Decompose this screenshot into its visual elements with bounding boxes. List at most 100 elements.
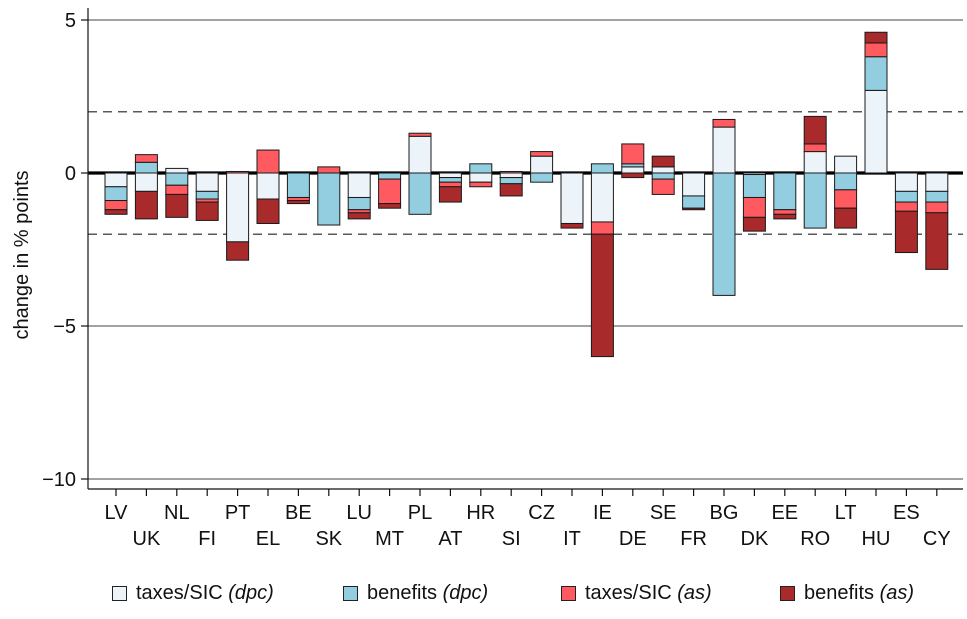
bar [317,166,341,174]
x-tick-label: LU [346,502,372,524]
bar [651,178,675,195]
bar [621,166,645,174]
x-tick-label: LV [105,502,129,524]
legend-swatch [112,586,127,601]
legend-label: benefits (dpc) [367,582,489,604]
bar [925,190,949,203]
bar [590,233,614,358]
bar [773,209,797,215]
bar [134,161,158,174]
bar [864,42,888,58]
bar [590,221,614,235]
legend-label: benefits (as) [804,582,915,604]
grid [88,19,963,480]
bar [530,151,554,157]
bar [378,172,402,180]
bar [712,172,736,296]
legend-swatch [561,586,576,601]
bar [104,172,128,188]
bar [226,172,250,243]
bar [195,172,219,192]
bar [925,201,949,214]
x-tick-label: FI [198,528,216,550]
bar [682,195,706,209]
x-tick-label: DK [741,528,769,550]
bar [378,178,402,205]
bar [438,172,462,179]
bar [803,115,827,145]
x-tick-label: BG [710,502,739,524]
axes [87,8,963,490]
y-tick-label: 0 [65,163,76,185]
bar [499,170,523,174]
bar [651,172,675,180]
bar [712,118,736,128]
bar [894,210,918,254]
legend-item-taxes-dpc: taxes/SIC (dpc) [112,582,274,605]
legend-swatch [780,586,795,601]
bar [317,172,341,226]
x-tick-label: HU [862,528,891,550]
bar [165,193,189,218]
bar [408,172,432,215]
bar [560,172,584,224]
bar [469,172,493,183]
bar [925,212,949,270]
bar [530,155,554,174]
x-tick-label: EL [256,528,280,550]
bar [347,172,371,198]
x-tick-label: MT [375,528,404,550]
bar [590,172,614,223]
bar [438,186,462,203]
bar [195,201,219,221]
bar [894,172,918,192]
bars [104,31,949,358]
bar [286,172,310,198]
bar [590,163,614,174]
x-tick-label: SK [315,528,342,550]
bar [803,172,827,229]
x-tick-label: LT [835,502,857,524]
bar [256,149,280,174]
bar [104,209,128,215]
bar [651,166,675,174]
y-axis-label: change in % points [11,170,33,339]
x-tick-label: RO [800,528,830,550]
bar [621,172,645,179]
legend-label: taxes/SIC (dpc) [136,582,274,604]
y-ticks: 5 0 −5 −10 [42,10,88,491]
x-tick-label: PT [225,502,251,524]
legend-label: taxes/SIC (as) [585,582,712,604]
bar [408,132,432,137]
x-tick-label: SI [502,528,521,550]
bar [256,198,280,224]
x-tick-label: HR [466,502,495,524]
bar [469,163,493,174]
legend-swatch [343,586,358,601]
bar [894,201,918,212]
y-tick-label: 5 [65,10,76,32]
x-tick-label: CY [923,528,951,550]
bar [165,167,189,174]
bar [834,172,858,191]
bar [834,207,858,229]
bar [682,172,706,197]
legend-item-benefits-dpc: benefits (dpc) [343,582,488,605]
bar [134,154,158,163]
x-tick-label: CZ [528,502,555,524]
x-tick-label: NL [164,502,190,524]
bar [803,151,827,174]
bar [560,222,584,229]
bar [773,172,797,211]
bar [438,177,462,183]
legend-item-benefits-as: benefits (as) [780,582,914,605]
bar [864,56,888,91]
bar [469,181,493,188]
bar [226,241,250,261]
bar [742,196,766,218]
bar [834,189,858,209]
bar [226,170,250,174]
bar [438,181,462,188]
x-tick-label: PL [408,502,432,524]
